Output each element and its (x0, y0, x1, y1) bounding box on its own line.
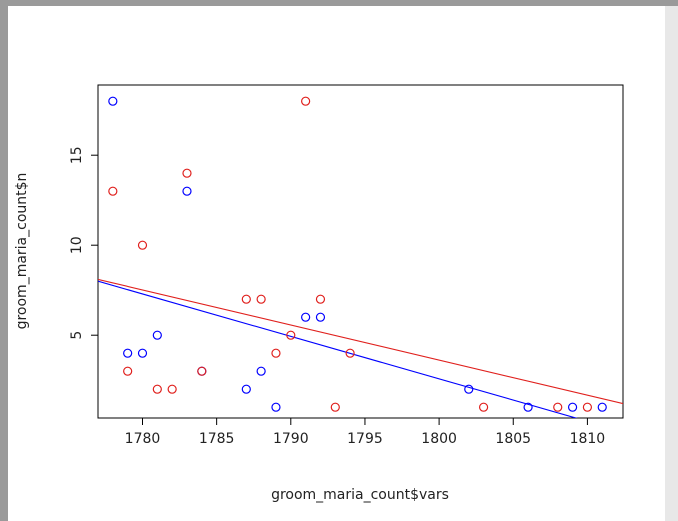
point-series-1 (256, 366, 266, 376)
fit-line-series-2 (98, 278, 623, 405)
point-series-1 (315, 312, 326, 322)
point-series-2 (137, 240, 148, 250)
point-series-2 (271, 348, 281, 358)
point-series-2 (478, 402, 489, 412)
point-series-1 (108, 96, 118, 106)
point-series-2 (315, 294, 326, 304)
scatter-chart: 1780 1785 1790 1795 1800 1805 1810 5 10 15 groom_… (14, 84, 624, 503)
point-series-1 (123, 348, 133, 358)
side-strip (665, 6, 678, 521)
point-series-2 (286, 330, 296, 340)
point-series-1 (182, 186, 192, 196)
point-series-2 (582, 402, 593, 412)
x-tick-label: 1780 (125, 431, 161, 447)
point-series-1 (301, 312, 311, 322)
x-tick-label: 1810 (570, 431, 606, 447)
y-axis-label: groom_maria_count$n (14, 173, 30, 330)
point-series-2 (301, 96, 311, 106)
axis-ticks: 1780 1785 1790 1795 1800 1805 1810 5 10 15 (69, 146, 605, 447)
x-tick-label: 1805 (495, 431, 531, 447)
y-tick-label: 10 (69, 236, 85, 254)
plot-box (97, 84, 624, 419)
point-series-2 (553, 402, 563, 412)
point-series-2 (167, 384, 177, 394)
point-series-2 (241, 294, 251, 304)
data-points (108, 96, 607, 412)
point-series-2 (152, 384, 162, 394)
point-series-2 (345, 348, 355, 358)
point-series-1 (523, 402, 533, 412)
y-tick-label: 15 (69, 146, 85, 164)
fit-lines (98, 278, 623, 418)
x-tick-label: 1800 (421, 431, 457, 447)
point-series-2 (330, 402, 340, 412)
x-axis-label: groom_maria_count$vars (271, 487, 449, 503)
point-series-1 (567, 402, 578, 412)
fit-line-series-1 (98, 280, 578, 418)
point-series-2 (108, 186, 118, 196)
point-series-1 (137, 348, 148, 358)
point-series-2 (197, 366, 207, 376)
x-tick-label: 1785 (199, 431, 235, 447)
point-series-2 (123, 366, 133, 376)
point-series-1 (241, 384, 251, 394)
point-series-1 (597, 402, 607, 412)
x-tick-label: 1795 (347, 431, 383, 447)
x-tick-label: 1790 (273, 431, 309, 447)
point-series-1 (271, 402, 281, 412)
point-series-2 (182, 168, 192, 178)
plot-panel: 1780 1785 1790 1795 1800 1805 1810 5 10 15 groom_… (8, 6, 665, 521)
point-series-1 (464, 384, 474, 394)
point-series-1 (152, 330, 162, 340)
y-tick-label: 5 (69, 331, 85, 340)
point-series-2 (256, 294, 266, 304)
